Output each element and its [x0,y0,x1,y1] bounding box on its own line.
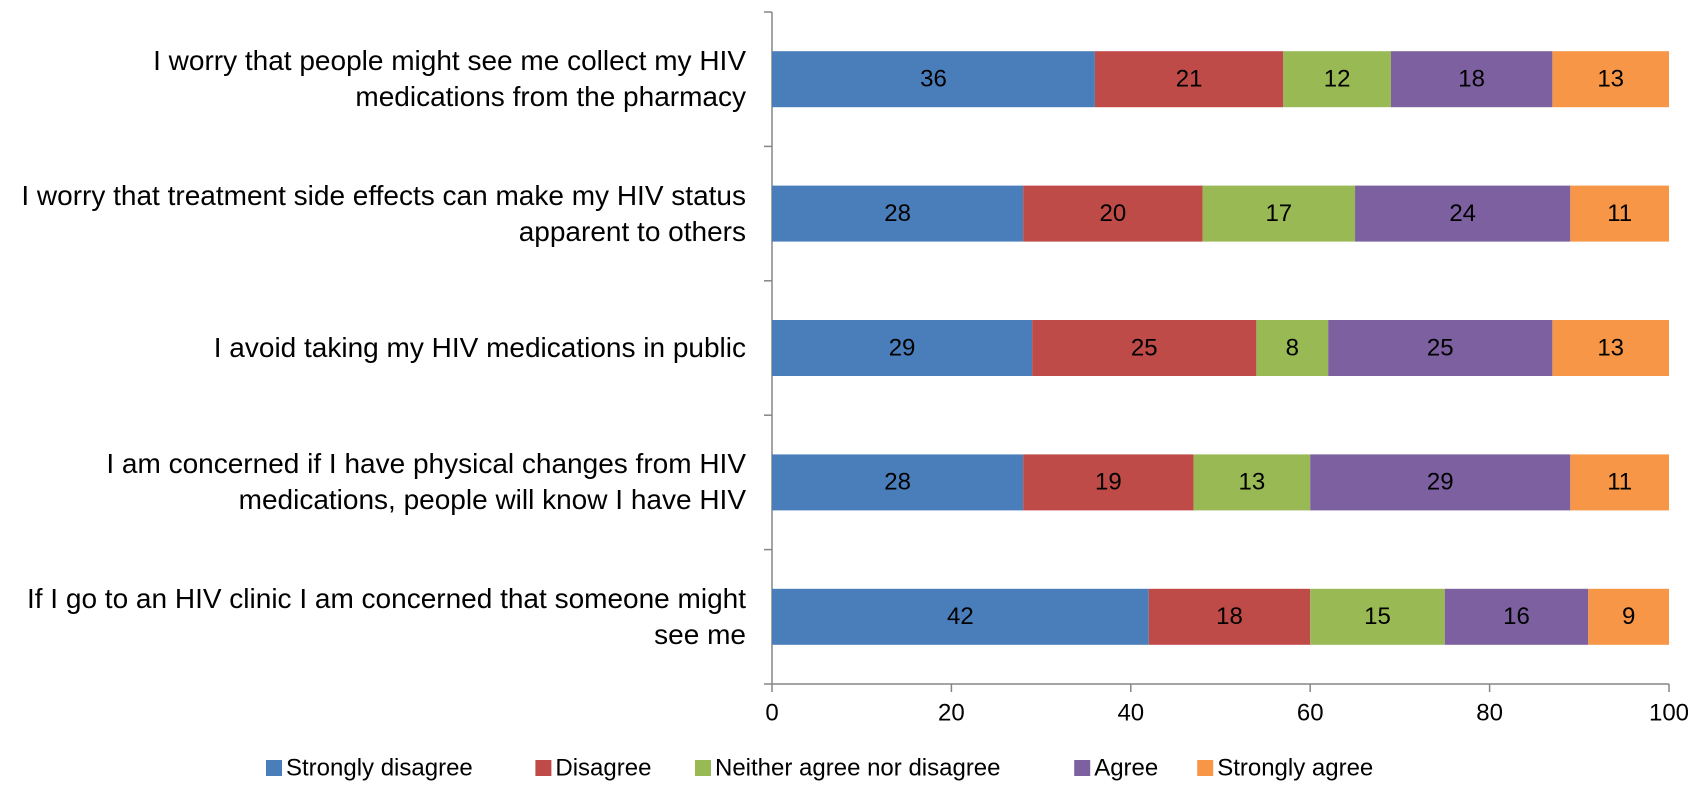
bar-segment [772,185,1024,242]
data-label: 42 [947,603,974,630]
data-label: 12 [1324,66,1351,93]
bar-segment [1193,454,1311,511]
bar-segment [1588,588,1669,645]
bar-segment [772,320,1033,376]
bar-segment [1552,320,1669,376]
x-tick-label: 0 [765,699,778,726]
bar-segment [772,454,1024,511]
bar-segment [1444,588,1589,645]
data-label: 21 [1176,66,1203,93]
x-tick-label: 80 [1476,699,1503,726]
bar-segment [1355,185,1571,242]
category-label: I am concerned if I have physical change… [106,448,746,516]
bar-segment [1310,588,1445,645]
legend-label: Strongly disagree [286,754,473,781]
bar-segment [1283,51,1391,108]
data-label: 16 [1503,603,1530,630]
data-label: 18 [1216,603,1243,630]
bar-segment [772,51,1095,108]
bar-segment [1570,185,1669,242]
category-label: If I go to an HIV clinic I am concerned … [26,582,746,650]
data-label: 13 [1597,66,1624,93]
data-label: 25 [1427,334,1454,361]
data-label: 29 [1427,469,1454,496]
data-label: 11 [1607,200,1632,227]
legend-swatch [1197,760,1214,776]
x-tick-label: 100 [1649,699,1689,726]
data-label: 28 [884,469,911,496]
bar-segment [1202,185,1356,242]
legend-label: Agree [1094,754,1158,781]
data-label: 24 [1449,200,1476,227]
category-label: I worry that treatment side effects can … [21,179,746,247]
category-label: I avoid taking my HIV medications in pub… [213,332,746,363]
legend-label: Strongly agree [1217,754,1373,781]
data-label: 9 [1622,603,1635,630]
data-label: 13 [1239,469,1266,496]
legend-swatch [695,760,711,776]
x-tick-label: 40 [1117,699,1144,726]
category-label: I worry that people might see me collect… [153,45,746,113]
data-label: 18 [1458,66,1485,93]
bar-segment [1023,185,1203,242]
x-tick-label: 20 [938,699,965,726]
bar-segment [1148,588,1311,645]
data-label: 11 [1607,469,1632,496]
legend-label: Disagree [555,754,651,781]
legend-swatch [535,760,552,776]
bar-segment [1023,454,1194,511]
bar-segment [1032,320,1257,376]
x-tick-label: 60 [1297,699,1324,726]
data-label: 19 [1095,469,1122,496]
legend-swatch [266,760,282,776]
data-label: 28 [884,200,911,227]
bar-segment [1310,454,1571,511]
data-label: 36 [920,66,947,93]
bar-segment [1094,51,1284,108]
bar-segment [1570,454,1669,511]
data-label: 17 [1265,200,1292,227]
bar-segment [1328,320,1553,376]
data-label: 15 [1364,603,1391,630]
bar-segment [1552,51,1669,108]
bar-segment [772,588,1149,645]
data-label: 13 [1597,334,1624,361]
data-label: 29 [889,334,916,361]
data-label: 20 [1100,200,1127,227]
bar-segment [1256,320,1329,376]
legend-label: Neither agree nor disagree [715,754,1001,781]
legend-swatch [1074,760,1091,776]
data-label: 25 [1131,334,1158,361]
data-label: 8 [1286,334,1299,361]
bar-segment [1390,51,1553,108]
